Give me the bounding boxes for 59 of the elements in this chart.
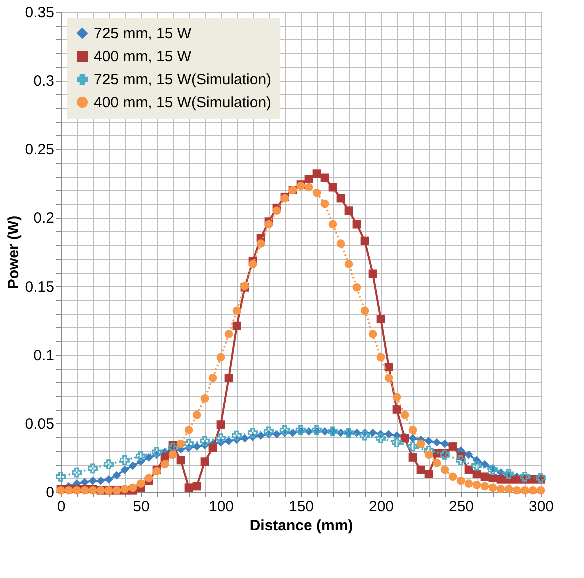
point xyxy=(88,464,98,474)
point xyxy=(464,450,474,460)
point xyxy=(424,437,434,446)
point xyxy=(88,476,98,486)
point xyxy=(408,434,418,443)
point xyxy=(96,476,106,486)
legend-label: 400 mm, 15 W(Simulation) xyxy=(94,94,272,112)
x-tick-label: 250 xyxy=(448,498,474,516)
point xyxy=(120,456,130,466)
point xyxy=(384,430,394,439)
point xyxy=(280,425,290,436)
point xyxy=(136,451,146,462)
legend-label: 725 mm, 15 W(Simulation) xyxy=(94,72,272,88)
point xyxy=(56,472,66,482)
point xyxy=(104,460,114,470)
legend-label: 400 mm, 15 W xyxy=(94,48,192,66)
x-axis-title: Distance (mm) xyxy=(250,518,354,534)
point xyxy=(120,466,130,474)
point xyxy=(152,447,162,458)
point xyxy=(360,430,370,441)
y-tick-label: 0.2 xyxy=(34,210,54,228)
point xyxy=(72,468,82,478)
point xyxy=(432,438,442,447)
point xyxy=(408,442,418,452)
x-tick-label: 150 xyxy=(288,498,314,516)
legend-label: 725 mm, 15 W xyxy=(94,26,192,42)
y-tick-label: 0.3 xyxy=(34,73,54,90)
x-tick-label: 300 xyxy=(528,498,554,516)
point xyxy=(472,461,482,471)
x-tick-label: 50 xyxy=(133,498,150,516)
point xyxy=(200,436,210,446)
y-tick-label: 0.1 xyxy=(34,347,54,364)
point xyxy=(440,440,450,448)
y-tick-label: 0 xyxy=(46,484,54,502)
point xyxy=(248,428,258,438)
point xyxy=(264,426,274,437)
point xyxy=(456,456,466,466)
y-tick-label: 0.25 xyxy=(25,142,54,159)
point xyxy=(232,430,242,441)
point xyxy=(128,462,138,470)
x-tick-label: 0 xyxy=(57,498,66,516)
point xyxy=(480,460,490,469)
point xyxy=(112,471,122,480)
y-axis-title: Power (W) xyxy=(5,216,22,290)
point xyxy=(520,472,530,482)
x-tick-label: 100 xyxy=(208,498,234,516)
point xyxy=(104,475,114,484)
point xyxy=(184,439,194,449)
y-tick-label: 0.35 xyxy=(25,4,54,22)
y-tick-label: 0.05 xyxy=(25,416,54,433)
point xyxy=(368,428,378,438)
point xyxy=(240,434,250,443)
y-tick-label: 0.15 xyxy=(25,278,54,296)
point xyxy=(376,434,386,444)
x-tick-label: 200 xyxy=(368,498,394,516)
point xyxy=(192,442,202,451)
point xyxy=(272,430,282,439)
point xyxy=(392,438,402,448)
point xyxy=(216,434,226,444)
